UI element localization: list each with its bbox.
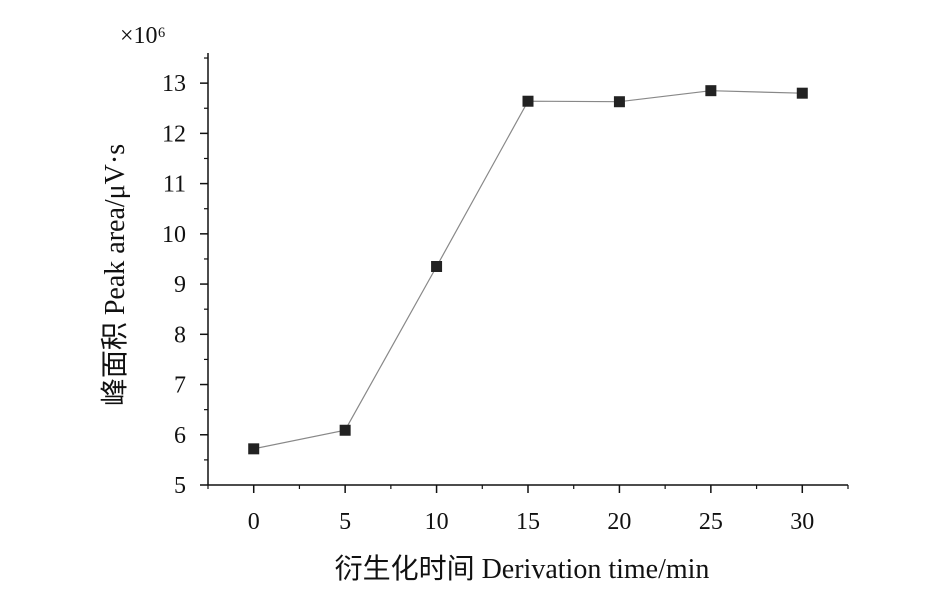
data-point-30: [796, 87, 808, 99]
data-point-15: [522, 95, 534, 107]
x-tick-label-25: 25: [699, 509, 723, 535]
x-tick-label-20: 20: [607, 509, 631, 535]
y-tick-label-6: 6: [174, 423, 186, 449]
data-point-10: [431, 260, 443, 272]
x-tick-label-30: 30: [790, 509, 814, 535]
ticks: [200, 57, 849, 493]
y-tick-label-12: 12: [162, 121, 186, 147]
data-point-25: [705, 85, 717, 97]
y-axis-multiplier: ×10⁶: [120, 23, 166, 49]
y-axis-title: 峰面积 Peak area/μV·s: [99, 144, 131, 406]
data-point-20: [613, 96, 625, 108]
x-axis-title: 衍生化时间 Derivation time/min: [335, 553, 710, 585]
axes: [207, 53, 848, 486]
data-point-0: [248, 443, 260, 455]
y-tick-label-13: 13: [162, 71, 186, 97]
y-tick-label-7: 7: [174, 373, 186, 399]
y-tick-label-9: 9: [174, 272, 186, 298]
y-tick-label-8: 8: [174, 322, 186, 348]
y-tick-label-10: 10: [162, 222, 186, 248]
x-tick-label-0: 0: [248, 509, 260, 535]
series-line-peak-area: [253, 90, 803, 450]
tick-labels: 5 6 7 8 9 10 11 12 13 0 5 10 15 20 25 30: [162, 71, 814, 535]
x-tick-label-10: 10: [425, 509, 449, 535]
y-tick-label-5: 5: [174, 473, 186, 499]
y-tick-label-11: 11: [163, 172, 186, 198]
x-tick-label-15: 15: [516, 509, 540, 535]
data-point-5: [339, 424, 351, 436]
data-markers: [248, 85, 808, 455]
x-tick-label-5: 5: [339, 509, 351, 535]
